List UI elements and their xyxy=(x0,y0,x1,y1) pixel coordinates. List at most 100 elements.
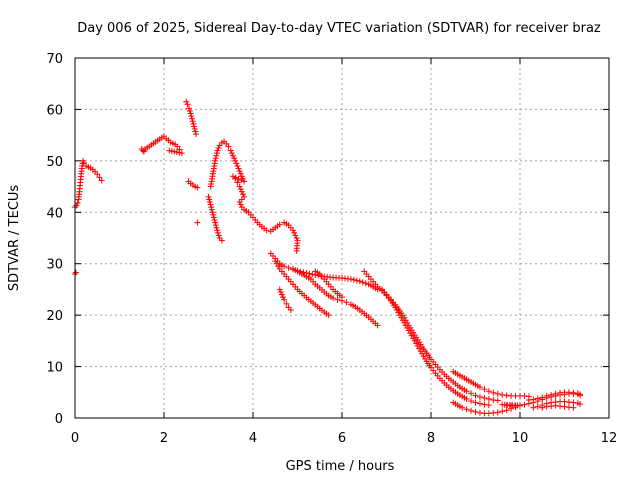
data-point xyxy=(212,222,219,229)
chart-title: Day 006 of 2025, Sidereal Day-to-day VTE… xyxy=(77,21,601,36)
data-point xyxy=(503,392,510,399)
data-point xyxy=(233,160,240,167)
data-point xyxy=(552,390,559,397)
data-point xyxy=(183,98,190,105)
data-point xyxy=(468,390,475,397)
data-point xyxy=(281,296,288,303)
data-point xyxy=(237,201,244,208)
data-point xyxy=(236,168,243,175)
data-point xyxy=(188,113,195,120)
data-point xyxy=(472,399,479,406)
data-point xyxy=(306,270,313,277)
data-point xyxy=(353,277,360,284)
data-point xyxy=(214,229,221,236)
data-point xyxy=(561,403,568,410)
y-tick-label: 0 xyxy=(55,412,63,427)
data-point xyxy=(237,186,244,193)
data-point xyxy=(235,165,242,172)
data-point xyxy=(577,391,584,398)
x-tick-label: 10 xyxy=(512,431,529,446)
data-point xyxy=(407,330,414,337)
data-point xyxy=(98,177,105,184)
y-tick-label: 70 xyxy=(46,52,63,67)
data-point xyxy=(463,406,470,413)
data-point xyxy=(237,170,244,177)
data-point xyxy=(213,150,220,157)
data-point xyxy=(419,350,426,357)
data-point xyxy=(285,264,292,271)
data-point xyxy=(404,319,411,326)
data-point xyxy=(191,123,198,130)
data-point xyxy=(214,227,221,234)
data-point xyxy=(565,399,572,406)
data-point xyxy=(459,404,466,411)
data-point xyxy=(232,157,239,164)
data-point xyxy=(166,147,173,154)
data-point xyxy=(206,196,213,203)
data-point xyxy=(273,260,280,267)
data-point xyxy=(494,409,501,416)
data-point xyxy=(490,397,497,403)
data-point xyxy=(232,175,239,182)
data-point xyxy=(485,388,492,395)
data-point xyxy=(330,295,337,302)
y-axis-title: SDTVAR / TECUs xyxy=(7,185,22,292)
x-tick-label: 12 xyxy=(601,431,618,446)
data-point xyxy=(210,214,217,221)
x-tick-label: 6 xyxy=(338,431,346,446)
y-tick-label: 20 xyxy=(46,309,63,324)
data-point xyxy=(548,403,555,410)
x-tick-label: 8 xyxy=(427,431,435,446)
data-point xyxy=(350,276,357,283)
data-point xyxy=(72,269,79,276)
data-point xyxy=(229,152,236,159)
data-point xyxy=(215,145,222,151)
y-tick-labels: 0 10 20 30 40 50 60 70 xyxy=(46,52,63,427)
data-point xyxy=(193,131,200,138)
data-point xyxy=(408,332,415,339)
data-point xyxy=(557,403,564,410)
grid-layer xyxy=(75,58,609,418)
data-point xyxy=(280,294,287,301)
data-point xyxy=(96,174,103,181)
data-point xyxy=(517,402,523,409)
data-point xyxy=(287,307,294,313)
data-point xyxy=(521,392,528,399)
data-point xyxy=(187,110,194,117)
data-point xyxy=(521,401,528,408)
data-point xyxy=(209,209,216,216)
data-point xyxy=(543,403,550,410)
y-tick-label: 40 xyxy=(46,206,63,221)
data-point xyxy=(205,193,212,200)
data-point xyxy=(530,404,537,411)
data-point xyxy=(213,152,220,159)
data-point xyxy=(208,204,215,211)
data-point xyxy=(291,229,298,236)
data-point xyxy=(359,279,366,286)
data-point xyxy=(278,291,285,298)
data-point xyxy=(468,398,475,405)
data-point xyxy=(413,340,420,347)
data-point xyxy=(293,247,300,254)
data-point xyxy=(476,409,483,416)
data-point xyxy=(234,163,241,169)
data-point xyxy=(485,395,492,402)
data-point xyxy=(476,400,483,407)
data-point xyxy=(309,271,316,278)
data-point xyxy=(189,118,196,125)
data-point xyxy=(570,389,577,396)
data-point xyxy=(190,120,197,127)
data-point xyxy=(362,280,369,287)
data-point xyxy=(476,384,483,391)
data-point xyxy=(570,404,577,411)
data-point xyxy=(490,389,497,396)
data-point xyxy=(238,188,245,195)
x-axis-title: GPS time / hours xyxy=(286,459,395,474)
data-point xyxy=(356,278,363,285)
data-point xyxy=(189,115,196,122)
data-point xyxy=(490,409,497,416)
data-point xyxy=(234,179,241,186)
data-point xyxy=(401,314,408,321)
data-point xyxy=(239,191,246,198)
